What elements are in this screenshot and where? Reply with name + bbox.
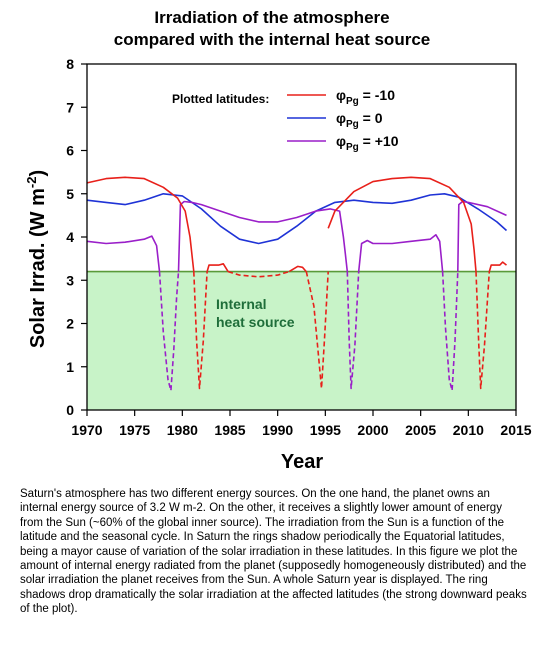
x-tick-label: 1975 bbox=[119, 422, 150, 438]
x-tick-label: 1985 bbox=[214, 422, 245, 438]
x-tick-label: 2015 bbox=[500, 422, 531, 438]
series-1-segment-4 bbox=[357, 234, 444, 272]
series-2-segment-4 bbox=[288, 265, 307, 273]
series-2-segment-5 bbox=[305, 271, 329, 390]
chart: Irradiation of the atmosphere compared w… bbox=[24, 8, 532, 473]
y-axis-title: Solar Irrad. (W m-2) bbox=[24, 170, 49, 348]
series-0-segment-0 bbox=[86, 193, 508, 245]
series-2-segment-8 bbox=[488, 261, 507, 272]
x-tick-label: 2000 bbox=[357, 422, 388, 438]
chart-title-line-1: Irradiation of the atmosphere bbox=[154, 8, 389, 27]
series-2-segment-6 bbox=[327, 176, 477, 272]
y-tick-label: 6 bbox=[66, 143, 74, 159]
x-tick-label: 2005 bbox=[405, 422, 436, 438]
y-axis-title-main: Solar Irrad. (W m bbox=[27, 188, 49, 348]
chart-title-line-2: compared with the internal heat source bbox=[114, 30, 430, 49]
series-2-segment-2 bbox=[206, 262, 229, 273]
y-tick-label: 2 bbox=[66, 316, 74, 332]
y-tick-label: 4 bbox=[66, 229, 74, 245]
internal-heat-label-line-1: Internal bbox=[216, 296, 267, 312]
x-tick-label: 1980 bbox=[167, 422, 198, 438]
plot-area: 1970 1975 1980 1985 1990 1995 2000 2005 2010 2015… bbox=[66, 56, 532, 438]
x-tick-label: 1995 bbox=[310, 422, 341, 438]
y-tick-label: 5 bbox=[66, 186, 74, 202]
x-tick-label: 1970 bbox=[71, 422, 102, 438]
x-tick-label: 1990 bbox=[262, 422, 293, 438]
series-2-segment-1 bbox=[193, 271, 208, 390]
legend-entry-label: φPg = 0 bbox=[336, 110, 383, 130]
internal-heat-area bbox=[87, 271, 516, 410]
series-2-segment-0 bbox=[86, 176, 195, 272]
y-tick-label: 8 bbox=[66, 56, 74, 72]
y-tick-label: 3 bbox=[66, 272, 74, 288]
series-1-segment-5 bbox=[441, 271, 459, 392]
internal-heat-label-line-2: heat source bbox=[216, 314, 295, 330]
x-tick-label: 2010 bbox=[453, 422, 484, 438]
y-axis-title-exponent: -2 bbox=[24, 177, 39, 189]
legend-entry-label: φPg = -10 bbox=[336, 87, 395, 107]
y-axis-title-close: ) bbox=[27, 170, 49, 177]
series-1-segment-2 bbox=[177, 200, 349, 272]
y-tick-label: 1 bbox=[66, 359, 74, 375]
legend-title: Plotted latitudes: bbox=[172, 92, 269, 106]
x-axis-title: Year bbox=[281, 451, 323, 473]
series-1-segment-1 bbox=[158, 271, 180, 392]
figure-caption: Saturn's atmosphere has two different en… bbox=[20, 488, 527, 616]
series-1-segment-6 bbox=[457, 200, 507, 272]
y-tick-label: 0 bbox=[66, 402, 74, 418]
series-1-segment-0 bbox=[86, 235, 161, 272]
legend-entry-label: φPg = +10 bbox=[336, 133, 399, 153]
series-2-segment-7 bbox=[475, 271, 491, 390]
series-1-segment-3 bbox=[346, 271, 360, 390]
legend: φPg = -10 φPg = 0 φPg = +10 bbox=[287, 87, 399, 153]
y-tick-label: 7 bbox=[66, 99, 74, 115]
